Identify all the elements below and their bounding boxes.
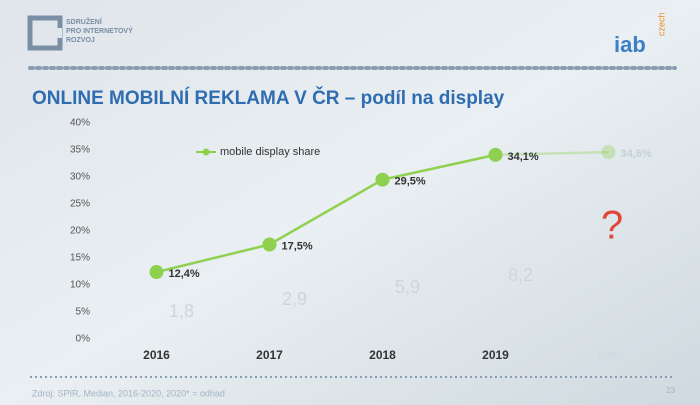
page-number: 23 (666, 386, 675, 395)
y-tick-label: 10% (70, 280, 90, 291)
y-tick-label: 5% (76, 307, 91, 318)
point (375, 172, 390, 187)
ghost-label: 8,2 (508, 265, 533, 285)
x-tick-label: 2017 (256, 348, 283, 362)
ghost-label: 1,8 (169, 301, 194, 321)
y-tick-label: 30% (70, 172, 90, 183)
ghost-label: 5,9 (395, 277, 420, 297)
point (149, 265, 164, 280)
data-label: 12,4% (169, 268, 200, 280)
data-label: 17,5% (282, 240, 313, 252)
ghost-label: 2,9 (282, 289, 307, 309)
data-label: 34,1% (508, 151, 539, 163)
chart-title: ONLINE MOBILNÍ REKLAMA V ČR – podíl na d… (32, 87, 505, 109)
org-name: SDRUŽENÍ (66, 17, 103, 26)
x-tick-label: 2020* (597, 350, 621, 360)
source: Zdroj: SPIR, Median, 2016-2020, 2020* = … (32, 388, 225, 398)
y-tick-label: 20% (70, 226, 90, 237)
data-label: 29,5% (395, 176, 426, 188)
series-line-estimate (495, 150, 609, 157)
logo-icon (27, 15, 63, 51)
legend-marker (202, 148, 210, 156)
point (488, 147, 503, 162)
y-tick-label: 25% (70, 199, 90, 210)
point (262, 237, 277, 252)
annotation: ? (601, 204, 623, 248)
x-tick-label: 2018 (369, 348, 396, 362)
x-tick-label: 2016 (143, 348, 170, 362)
iab-sub: czech (656, 12, 666, 36)
y-tick-label: 0% (76, 334, 91, 345)
legend-label: mobile display share (220, 146, 320, 158)
org-name: PRO INTERNETOVÝ (66, 26, 133, 35)
y-tick-label: 35% (70, 145, 90, 156)
x-tick-label: 2019 (482, 348, 509, 362)
iab-logo: iab (614, 32, 646, 57)
data-label: 34,6% (621, 148, 652, 160)
y-tick-label: 15% (70, 253, 90, 264)
point (601, 145, 616, 160)
series-line (156, 153, 496, 274)
y-tick-label: 40% (70, 118, 90, 129)
org-name: ROZVOJ (66, 37, 95, 44)
